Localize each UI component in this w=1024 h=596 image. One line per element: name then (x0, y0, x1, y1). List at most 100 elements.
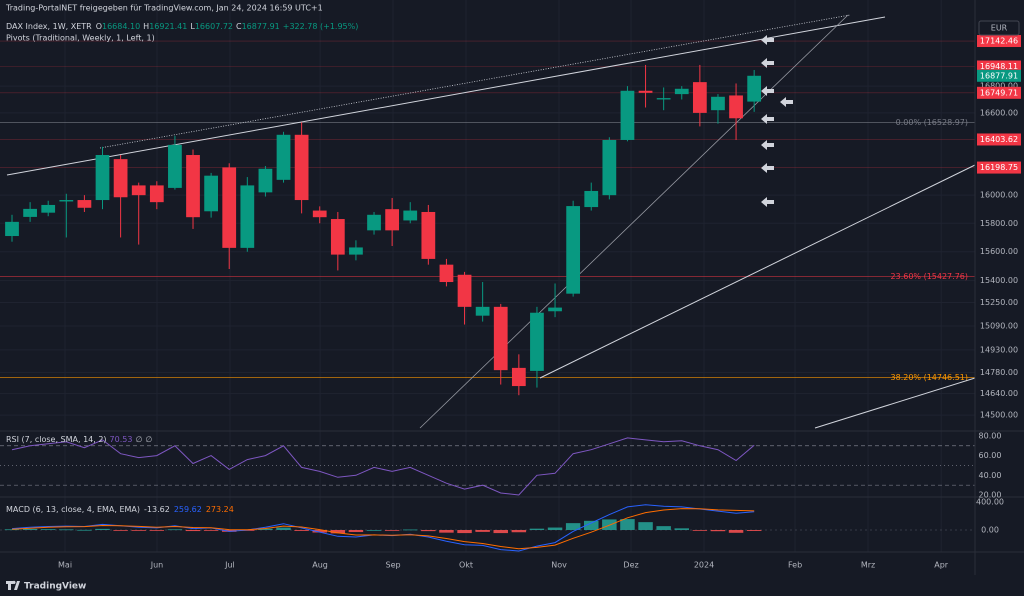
histogram-bar (638, 522, 653, 530)
y-tick-label: 80.00 (979, 431, 1002, 440)
histogram-bar (276, 527, 291, 530)
indicator-legend: MACD (6, 13, close, 4, EMA, EMA) -13.62 25… (6, 505, 234, 514)
x-tick-label: Okt (459, 561, 473, 570)
y-tick-label: 14930.00 (980, 345, 1018, 354)
histogram-bar (674, 528, 689, 530)
series-line (11, 437, 755, 496)
price-label: 16198.75 (980, 163, 1018, 172)
candle-body (367, 214, 381, 231)
channel-line (539, 164, 976, 379)
price-label: 16948.11 (980, 62, 1018, 71)
candle-body (385, 209, 400, 231)
candle-body (457, 274, 472, 307)
ohlc-key: O (96, 22, 102, 31)
indicator-extra: ∅ (145, 435, 152, 444)
ohlc-value: 16684.10 (102, 22, 140, 31)
candle-body (222, 167, 237, 248)
candle-body (240, 185, 255, 248)
candle-body (548, 307, 562, 312)
y-tick-label: 14640.00 (980, 389, 1018, 398)
histogram-bar (746, 530, 762, 531)
candle-body (113, 159, 128, 198)
indicator-value: -13.62 (144, 505, 170, 514)
change: +322.78 (+1.95%) (283, 22, 359, 31)
candle-body (566, 206, 581, 294)
histogram-bar (185, 530, 201, 532)
price-label-box (977, 60, 1021, 73)
histogram-bar (511, 530, 527, 533)
currency-box[interactable] (978, 20, 1020, 36)
histogram-bar (710, 530, 726, 532)
x-tick-label: Nov (551, 561, 567, 570)
currency[interactable]: EUR (991, 24, 1008, 33)
histogram-bar (77, 529, 92, 531)
candle-body (530, 312, 544, 371)
candle-body (584, 190, 599, 208)
histogram-bar (493, 530, 508, 534)
candle-body (692, 82, 707, 113)
last-price-label: 16877.91 (980, 71, 1018, 80)
histogram-bar (22, 528, 38, 530)
histogram-bar (294, 530, 309, 531)
ohlc-key: H (143, 22, 149, 31)
x-tick-label: Jun (150, 561, 164, 570)
y-tick-label: 0.00 (981, 526, 999, 535)
histogram-bar (40, 529, 56, 530)
price-label-box (977, 35, 1021, 48)
candle-body (77, 200, 92, 208)
candle-body (349, 247, 363, 255)
pivots-legend: Pivots (Traditional, Weekly, 1, Left, 1) (6, 34, 155, 43)
indicators: RSI (7, close, SMA, 14, 2) 70.53 ∅ ∅ MACD (6… (0, 435, 975, 552)
candle-body (403, 210, 418, 221)
ohlc-key: L (190, 22, 195, 31)
candle-body (493, 306, 508, 371)
candle-body (294, 134, 309, 201)
trend-line (419, 14, 849, 429)
candle-body (131, 185, 146, 196)
histogram-bar (167, 529, 183, 531)
x-tick-label: Jul (224, 561, 235, 570)
indicator-legend: RSI (7, close, SMA, 14, 2) 70.53 ∅ ∅ (6, 435, 152, 444)
x-tick-label: Mrz (861, 561, 875, 570)
candle-body (204, 175, 218, 212)
candle-body (149, 185, 164, 203)
trend-line-dotted (99, 14, 851, 149)
price-label: 16403.62 (980, 135, 1018, 144)
candle-body (729, 95, 743, 119)
histogram-bar (131, 530, 146, 531)
histogram-bar (203, 530, 219, 531)
histogram-bar (330, 530, 346, 534)
attribution: Trading-PortalNET freigegeben für Tradin… (5, 4, 323, 13)
candle-body (276, 134, 291, 180)
histogram-bar (95, 528, 110, 530)
candle-body (168, 144, 182, 188)
price-label-box (977, 86, 1021, 99)
candle-body (41, 204, 56, 213)
last-price-box (977, 69, 1021, 82)
fib-label: 0.00% (16528.97) (896, 118, 968, 127)
candle-body (95, 155, 110, 201)
x-tick-label: Apr (934, 561, 949, 570)
trend-line (6, 16, 886, 176)
y-tick-label: 60.00 (979, 451, 1002, 460)
fib-label: 38.20% (14746.51) (891, 373, 968, 382)
fib-label: 23.60% (15427.76) (891, 272, 968, 281)
ohlc-value: 16921.41 (149, 22, 187, 31)
candle-body (421, 211, 436, 259)
indicator-title: RSI (7, close, SMA, 14, 2) (6, 435, 107, 444)
candles (5, 64, 762, 396)
indicator-extra: ∅ (135, 435, 142, 444)
histogram-bar (584, 520, 599, 530)
y-tick-label: 16600.00 (980, 108, 1018, 117)
x-tick-label: Sep (385, 561, 400, 570)
candle-body (312, 210, 327, 218)
y-tick-label: 15250.00 (980, 298, 1018, 307)
symbol: DAX Index, 1W, XETR (6, 22, 92, 31)
candle-body (186, 155, 200, 218)
y-tick-label: 16800.00 (980, 82, 1018, 91)
candle-body (602, 139, 617, 196)
candle-body (674, 88, 689, 95)
histogram-bar (312, 530, 327, 533)
histogram-bar (457, 530, 472, 534)
